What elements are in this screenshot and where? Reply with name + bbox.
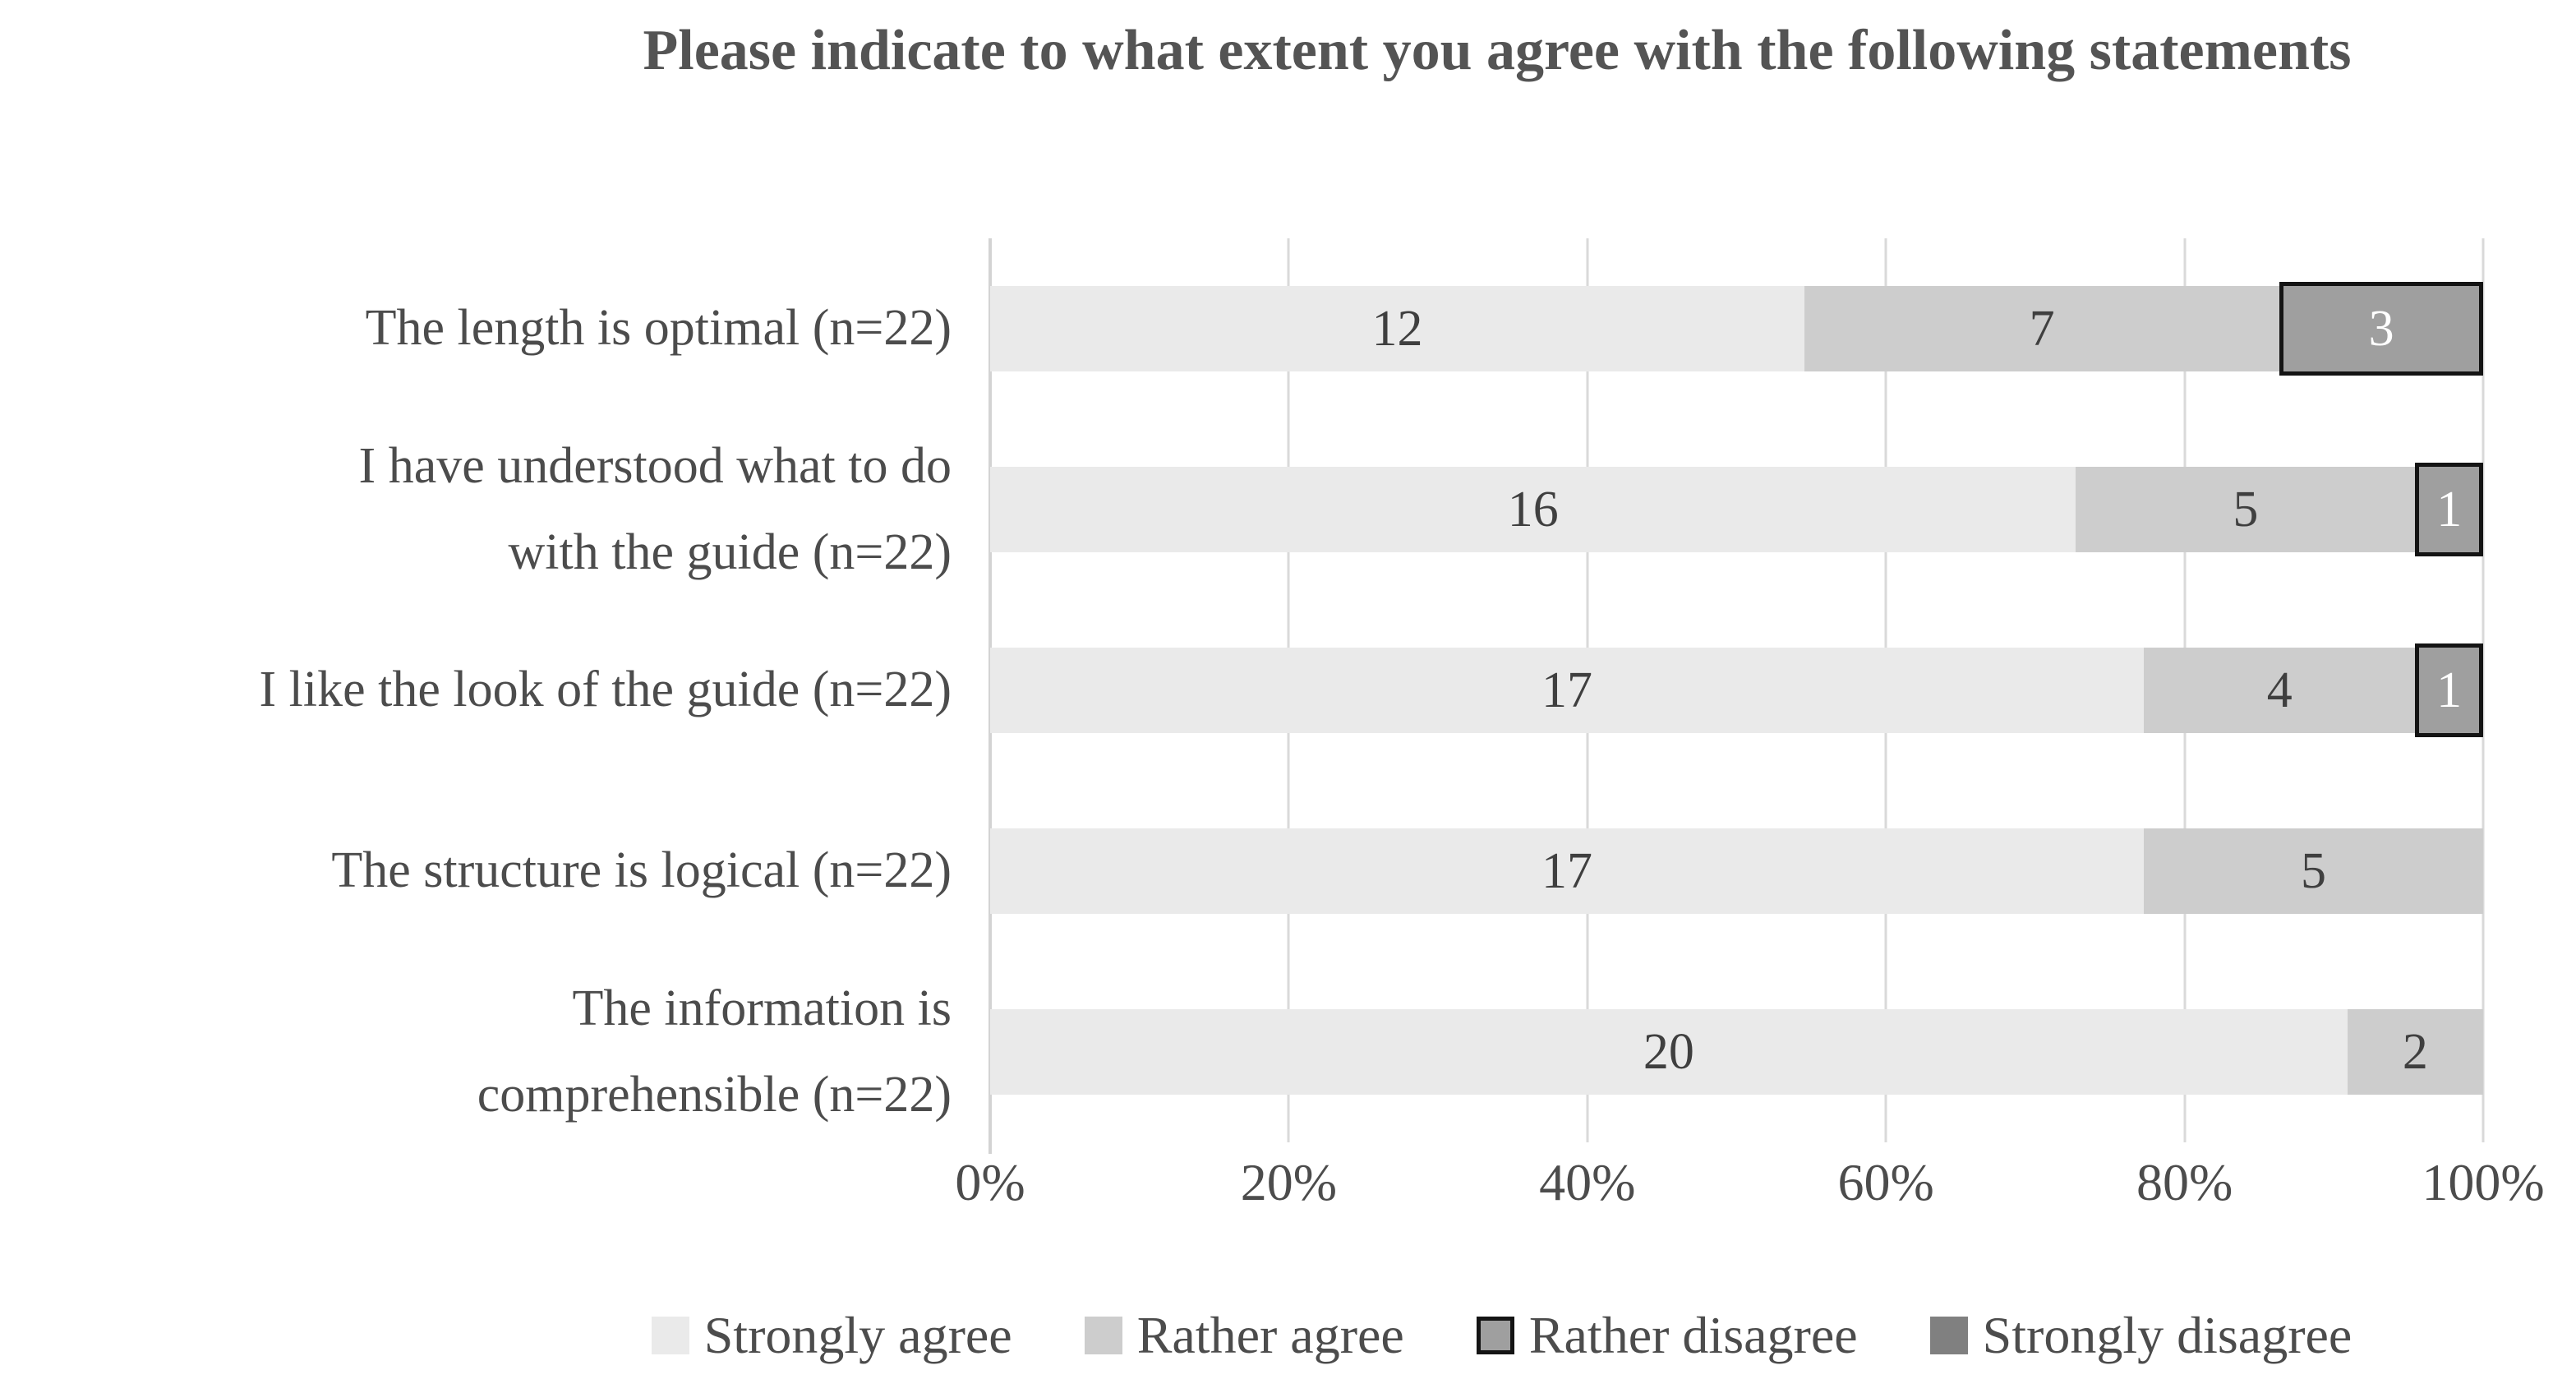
stacked-bar: 20 2 bbox=[990, 1009, 2483, 1095]
data-label: 5 bbox=[2233, 481, 2259, 537]
category-label: The length is optimal (n=22) bbox=[365, 300, 952, 357]
x-tick-label: 100% bbox=[2422, 1153, 2545, 1211]
bar-segment: 1 bbox=[2415, 463, 2483, 556]
legend-label: Strongly disagree bbox=[1982, 1306, 2353, 1364]
bar-rows: The length is optimal (n=22) 12 7 3 I have u… bbox=[0, 238, 2576, 1142]
x-tick-label: 60% bbox=[1837, 1153, 1934, 1211]
category-label: The information is comprehensible (n=22) bbox=[477, 980, 952, 1123]
x-tick-label: 40% bbox=[1539, 1153, 1636, 1211]
category-row: The length is optimal (n=22) 12 7 3 bbox=[0, 238, 2576, 419]
bar-segment: 7 bbox=[1804, 286, 2280, 371]
legend-item: Rather agree bbox=[1084, 1305, 1404, 1366]
legend-item: Rather disagree bbox=[1476, 1305, 1858, 1366]
stacked-bar: 12 7 3 bbox=[990, 282, 2483, 376]
data-label: 16 bbox=[1507, 481, 1559, 537]
bar-segment: 2 bbox=[2347, 1009, 2483, 1095]
stacked-bar: 16 5 1 bbox=[990, 463, 2483, 556]
bar-segment: 5 bbox=[2076, 467, 2416, 552]
data-label: 1 bbox=[2436, 481, 2463, 537]
bar-segment: 16 bbox=[990, 467, 2076, 552]
bar-segment: 3 bbox=[2279, 282, 2483, 376]
gridline-100% bbox=[2482, 238, 2485, 1142]
x-axis: 0% 20% 40% 60% 80% 100% bbox=[0, 1152, 2576, 1226]
category-label: The structure is logical (n=22) bbox=[331, 842, 952, 899]
bar-segment: 12 bbox=[990, 286, 1805, 371]
data-label: 5 bbox=[2301, 842, 2326, 899]
data-label: 3 bbox=[2368, 300, 2394, 357]
category-row: I like the look of the guide (n=22) 17 4 1 bbox=[0, 600, 2576, 781]
category-label: I have understood what to do with the gu… bbox=[358, 437, 952, 580]
legend-label: Rather disagree bbox=[1528, 1306, 1858, 1364]
x-tick-label: 20% bbox=[1240, 1153, 1338, 1211]
legend-swatch bbox=[1084, 1317, 1122, 1354]
bar-segment: 17 bbox=[990, 828, 2145, 914]
stacked-bar: 17 4 1 bbox=[990, 643, 2483, 737]
bar-segment: 17 bbox=[990, 648, 2145, 733]
chart-title: Please indicate to what extent you agree… bbox=[643, 19, 2352, 82]
category-row: I have understood what to do with the gu… bbox=[0, 419, 2576, 600]
legend-swatch bbox=[1476, 1317, 1514, 1354]
legend-label: Rather agree bbox=[1136, 1306, 1404, 1364]
stacked-bar: 17 5 bbox=[990, 828, 2483, 914]
bar-segment: 20 bbox=[990, 1009, 2348, 1095]
legend-label: Strongly agree bbox=[703, 1306, 1012, 1364]
bar-segment: 5 bbox=[2144, 828, 2483, 914]
category-row: The structure is logical (n=22) 17 5 bbox=[0, 781, 2576, 962]
x-tick-label: 0% bbox=[955, 1153, 1025, 1211]
legend-swatch bbox=[1929, 1317, 1968, 1354]
legend-swatch bbox=[651, 1317, 689, 1354]
category-row: The information is comprehensible (n=22)… bbox=[0, 962, 2576, 1142]
category-label: I like the look of the guide (n=22) bbox=[259, 662, 952, 718]
bar-segment: 4 bbox=[2144, 648, 2416, 733]
legend: Strongly agree Rather agree Rather disagre… bbox=[427, 1305, 2576, 1366]
x-tick-label: 80% bbox=[2136, 1153, 2233, 1211]
data-label: 1 bbox=[2436, 662, 2463, 718]
legend-item: Strongly agree bbox=[651, 1305, 1012, 1366]
legend-item: Strongly disagree bbox=[1929, 1305, 2353, 1366]
data-label: 17 bbox=[1541, 842, 1593, 899]
data-label: 20 bbox=[1643, 1023, 1694, 1080]
data-label: 4 bbox=[2266, 662, 2293, 718]
bar-segment: 1 bbox=[2415, 643, 2483, 737]
data-label: 2 bbox=[2402, 1023, 2428, 1080]
data-label: 7 bbox=[2029, 300, 2055, 357]
data-label: 12 bbox=[1371, 300, 1423, 357]
data-label: 17 bbox=[1541, 662, 1593, 718]
